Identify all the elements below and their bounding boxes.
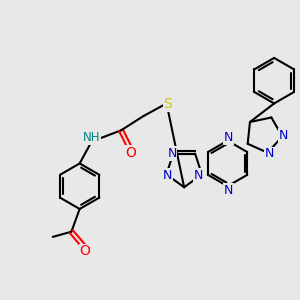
Text: N: N: [163, 169, 172, 182]
Text: N: N: [224, 184, 233, 197]
Text: N: N: [265, 147, 274, 160]
Text: N: N: [167, 147, 177, 160]
Text: O: O: [80, 244, 90, 258]
Text: N: N: [194, 169, 203, 182]
Text: O: O: [125, 146, 136, 160]
Text: S: S: [163, 98, 172, 112]
Text: N: N: [279, 129, 288, 142]
Text: NH: NH: [83, 131, 101, 144]
Text: N: N: [224, 131, 233, 144]
